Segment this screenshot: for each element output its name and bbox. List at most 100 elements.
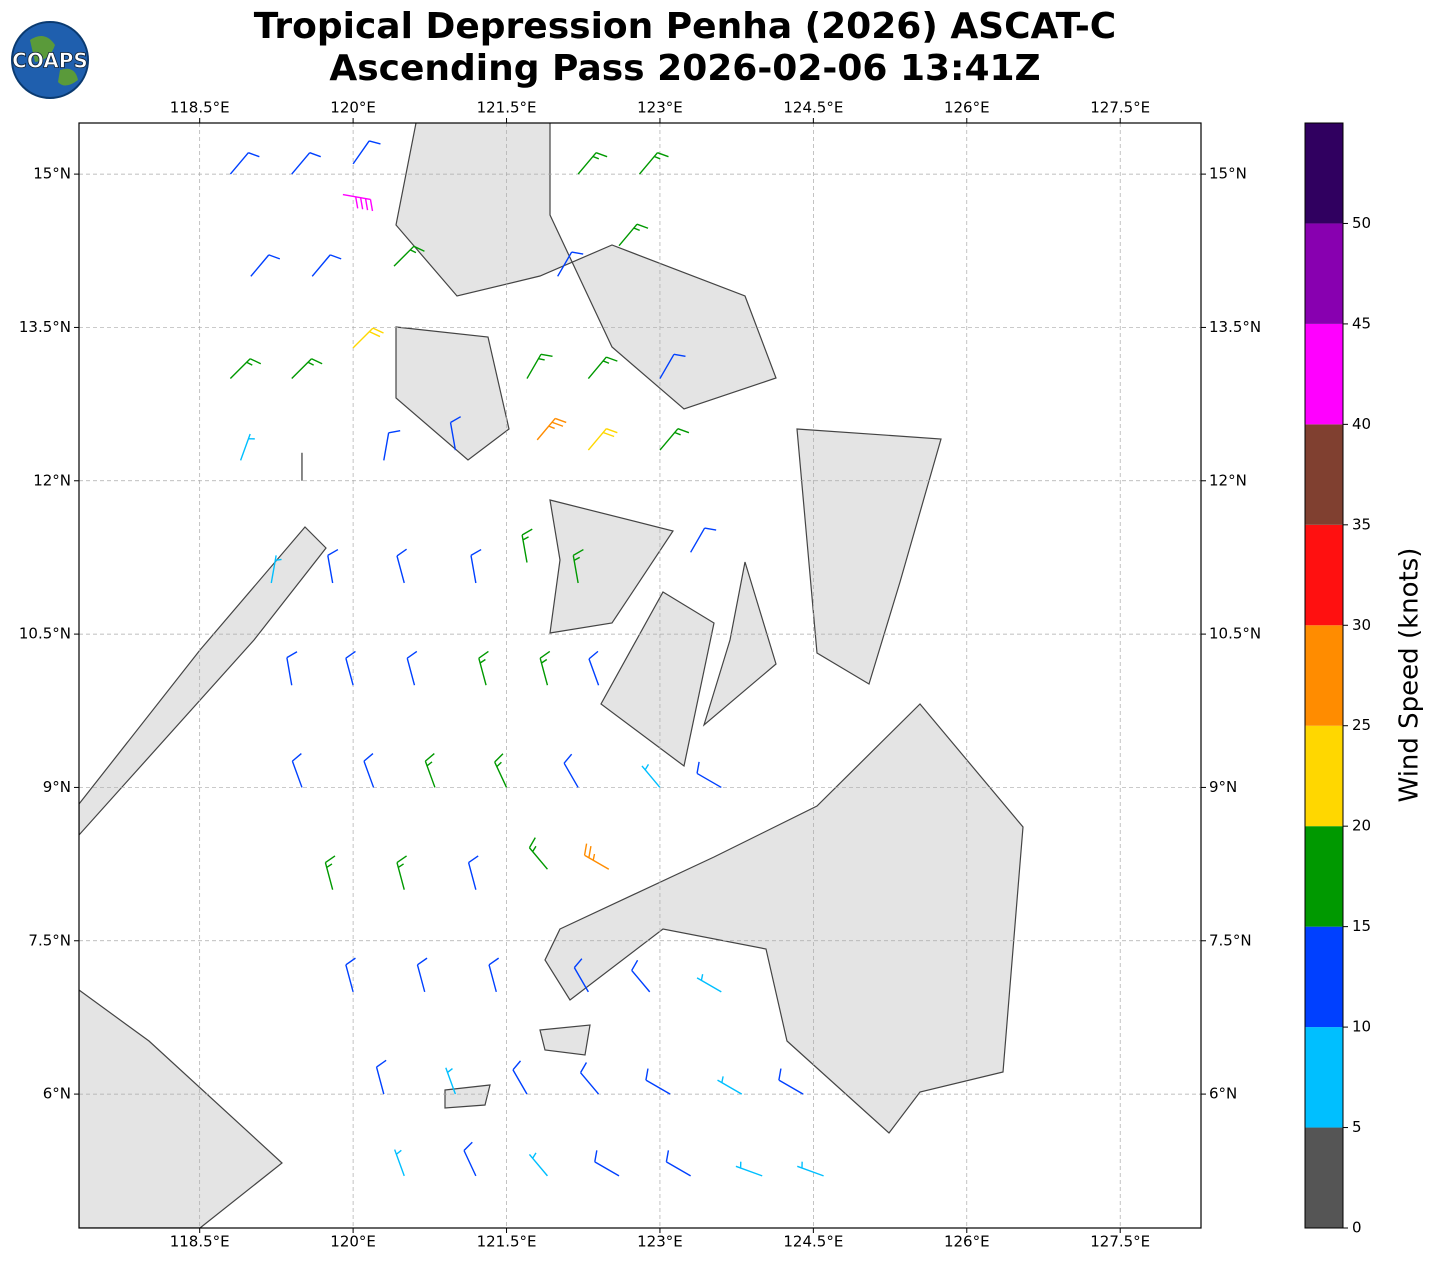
wind-barb: [587, 427, 618, 451]
wind-barb: [638, 152, 669, 175]
wind-barb: [383, 430, 401, 461]
colorbar-segment: [1305, 424, 1343, 525]
colorbar-tick-label: 10: [1352, 1018, 1371, 1036]
colorbar-segment: [1305, 223, 1343, 324]
wind-barb: [659, 427, 690, 451]
x-tick-label: 127.5°E: [1090, 1233, 1150, 1251]
colorbar-segment: [1305, 323, 1343, 425]
wind-barb: [324, 855, 336, 890]
colorbar-tick-label: 50: [1352, 214, 1371, 232]
wind-barb: [665, 1150, 691, 1177]
wind-barb: [735, 1161, 763, 1177]
wind-barb: [494, 753, 508, 788]
colorbar-segment: [1305, 826, 1343, 927]
wind-barb: [396, 548, 407, 584]
colorbar-segment: [1305, 725, 1343, 827]
wind-barb: [577, 152, 608, 175]
colorbar-segment: [1305, 625, 1343, 726]
wind-barb: [445, 1067, 457, 1095]
colorbar-tick-label: 40: [1352, 415, 1371, 433]
colorbar-segment: [1305, 1027, 1343, 1128]
wind-barb: [449, 416, 462, 451]
wind-barb: [345, 957, 356, 993]
x-tick-label: 123°E: [637, 1233, 683, 1251]
wind-barb: [463, 1141, 477, 1177]
x-tick-label: 126°E: [944, 99, 990, 117]
wind-barb: [659, 353, 686, 379]
wind-barb: [229, 358, 262, 380]
colorbar-segment: [1305, 1127, 1343, 1228]
colorbar-segment: [1305, 926, 1343, 1028]
wind-barb: [573, 958, 589, 993]
colorbar-tick-label: 30: [1352, 616, 1371, 634]
wind-barb: [521, 528, 533, 563]
wind-barb: [327, 548, 339, 584]
y-tick-label: 15°N: [1209, 165, 1247, 183]
wind-barb: [588, 650, 600, 686]
chart-subtitle: Ascending Pass 2026-02-06 13:41Z: [329, 48, 1040, 89]
y-tick-label: 12°N: [1209, 471, 1247, 489]
wind-barb: [467, 855, 479, 890]
colorbar-label: Wind Speed (knots): [1395, 548, 1425, 803]
wind-barb: [342, 193, 374, 212]
wind-barb: [394, 1149, 405, 1177]
x-tick-label: 118.5°E: [170, 1233, 230, 1251]
wind-barb: [594, 1150, 620, 1177]
wind-barb: [488, 957, 500, 993]
map-frame: [78, 122, 1202, 1229]
y-tick-label: 6°N: [43, 1085, 71, 1103]
land: [79, 123, 1024, 1228]
wind-barb: [291, 753, 303, 788]
colorbar-tick-label: 20: [1352, 817, 1371, 835]
x-tick-label: 118.5°E: [170, 99, 230, 117]
wind-barb: [363, 753, 375, 788]
x-tick-label: 123°E: [637, 99, 683, 117]
wind-barb: [393, 245, 425, 267]
colorbar-tick-label: 35: [1352, 515, 1371, 533]
chart-title: Tropical Depression Penha (2026) ASCAT-C: [254, 6, 1116, 47]
wind-barb: [641, 764, 661, 788]
wind-barb: [539, 650, 551, 686]
wind-barb: [375, 1059, 387, 1095]
y-tick-label: 7.5°N: [28, 931, 71, 949]
wind-barb: [618, 223, 649, 247]
colorbar-segment: [1305, 123, 1343, 224]
x-tick-label: 124.5°E: [783, 99, 843, 117]
wind-barb: [631, 959, 651, 993]
wind-barb: [512, 1060, 528, 1095]
wind-barb: [239, 433, 255, 461]
wind-barb: [352, 327, 384, 349]
wind-barb: [563, 753, 579, 788]
colorbar-segment: [1305, 524, 1343, 626]
wind-barb: [579, 1062, 600, 1095]
logo: COAPS: [11, 21, 89, 99]
y-tick-label: 9°N: [43, 778, 71, 796]
wind-barb: [645, 1068, 671, 1095]
y-tick-label: 15°N: [33, 165, 71, 183]
y-tick-label: 12°N: [33, 471, 71, 489]
y-tick-label: 13.5°N: [1209, 318, 1261, 336]
x-tick-label: 124.5°E: [783, 1233, 843, 1251]
wind-barb: [352, 140, 381, 165]
wind-barb: [311, 254, 342, 277]
wind-barb: [270, 555, 282, 584]
wind-barb: [286, 651, 298, 686]
wind-barb: [696, 761, 722, 789]
wind-barb: [583, 843, 610, 870]
wind-barb: [797, 1161, 824, 1177]
wind-barb: [396, 855, 407, 890]
colorbar-tick-label: 0: [1352, 1219, 1362, 1237]
wind-barb: [424, 753, 436, 788]
wind-barb: [717, 1076, 743, 1095]
wind-barb: [696, 974, 722, 993]
colorbar-frame: [1304, 122, 1344, 1229]
x-tick-label: 121.5°E: [477, 99, 537, 117]
y-tick-label: 10.5°N: [19, 625, 71, 643]
wind-barb: [587, 356, 618, 379]
wind-barb: [470, 548, 482, 584]
colorbar-tick-label: 5: [1352, 1118, 1362, 1136]
wind-barb: [250, 254, 281, 277]
x-tick-label: 126°E: [944, 1233, 990, 1251]
wind-barb: [557, 251, 584, 277]
